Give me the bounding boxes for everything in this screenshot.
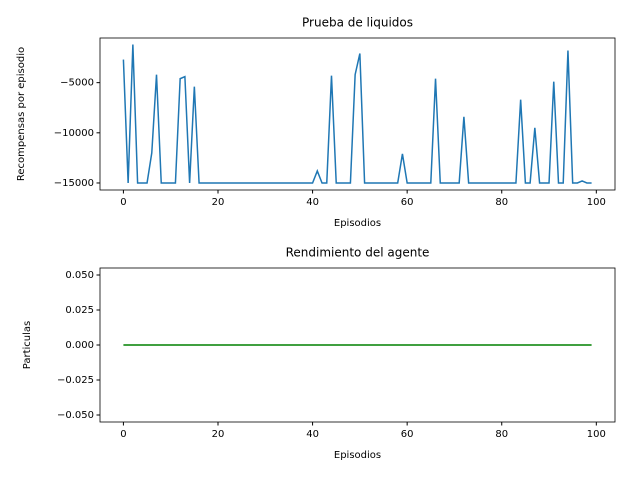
- x-axis-label: Episodios: [334, 218, 381, 229]
- x-tick-label: 40: [306, 429, 319, 440]
- x-tick-label: 60: [401, 197, 414, 208]
- y-axis-label: Particulas: [22, 321, 33, 369]
- x-tick-label: 0: [120, 429, 126, 440]
- y-tick-label: −10000: [54, 128, 94, 139]
- x-tick-label: 40: [306, 197, 319, 208]
- x-tick-label: 100: [587, 197, 606, 208]
- y-tick-label: −0.025: [57, 375, 94, 386]
- x-tick-label: 20: [212, 429, 225, 440]
- y-tick-label: 0.050: [65, 270, 94, 281]
- y-tick-label: 0.025: [65, 305, 94, 316]
- data-line: [122, 44, 592, 184]
- y-tick-label: −15000: [54, 178, 94, 189]
- axes-frame: [99, 267, 616, 423]
- chart-title: Rendimiento del agente: [286, 246, 430, 260]
- chart-title: Prueba de liquidos: [302, 16, 413, 30]
- x-axis-label: Episodios: [334, 450, 381, 461]
- x-tick-label: 100: [587, 429, 606, 440]
- x-tick-label: 80: [495, 429, 508, 440]
- x-tick-label: 60: [401, 429, 414, 440]
- x-tick-label: 20: [212, 197, 225, 208]
- y-axis-label: Recompensas por episodio: [16, 47, 27, 181]
- axes-frame: [99, 37, 616, 191]
- x-tick-label: 80: [495, 197, 508, 208]
- x-tick-label: 0: [120, 197, 126, 208]
- y-tick-label: −0.050: [57, 410, 94, 421]
- y-tick-label: 0.000: [65, 340, 94, 351]
- y-tick-label: −5000: [60, 78, 94, 89]
